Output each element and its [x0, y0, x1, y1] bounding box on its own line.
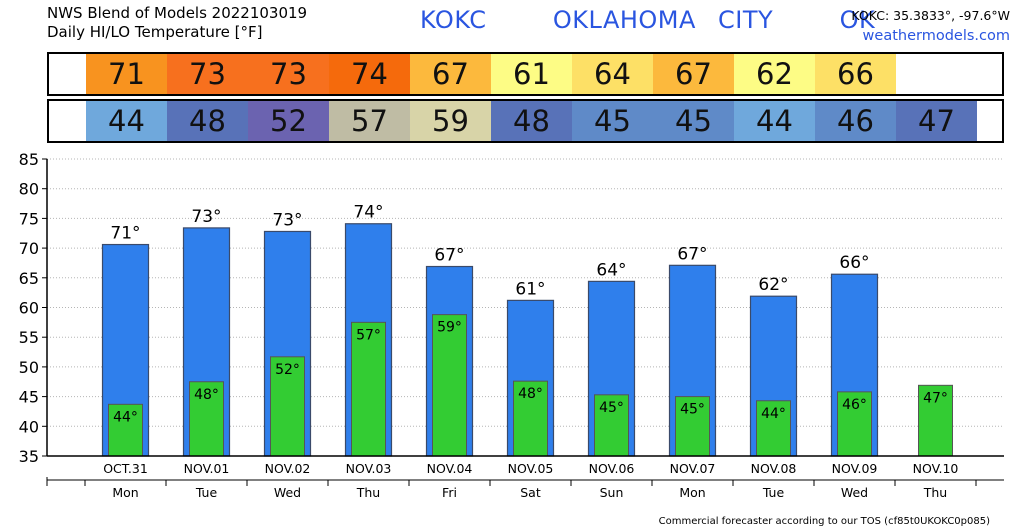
high-temp-label: 74° — [353, 203, 383, 223]
x-weekday-label: Tue — [195, 485, 218, 500]
x-weekday-label: Tue — [762, 485, 785, 500]
high-temp-label: 61° — [515, 279, 545, 299]
x-weekday-label: Sat — [520, 485, 541, 500]
hi_strip-cell: 74 — [329, 54, 410, 94]
lo_strip-cell: 52 — [248, 101, 329, 141]
low-temp-label: 47° — [923, 390, 948, 406]
product-title: Daily HI/LO Temperature [°F] — [47, 23, 263, 41]
lo_strip-cell: 45 — [653, 101, 734, 141]
high-temp-label: 67° — [677, 244, 707, 264]
low-temp-label: 46° — [842, 397, 867, 413]
high-temp-label: 62° — [758, 275, 788, 295]
x-weekday-label: Wed — [274, 485, 301, 500]
high-temp-label: 66° — [839, 253, 869, 273]
hi_strip-cell: 61 — [491, 54, 572, 94]
high-temp-label: 73° — [191, 207, 221, 227]
low-temp-label: 45° — [599, 400, 624, 416]
lo_strip-cell: 48 — [167, 101, 248, 141]
low-temp-bar — [108, 403, 143, 457]
x-date-label: NOV.01 — [184, 461, 230, 476]
y-tick-label: 40 — [19, 417, 39, 436]
y-tick-label: 35 — [19, 447, 39, 466]
low-temp-label: 59° — [437, 320, 462, 336]
header-left: NWS Blend of Models 2022103019 Daily HI/… — [47, 4, 307, 42]
high-temp-label: 71° — [110, 224, 140, 244]
x-weekday-label: Mon — [112, 485, 138, 500]
x-date-label: NOV.02 — [265, 461, 311, 476]
hi_strip-cell: 67 — [653, 54, 734, 94]
low-temp-bar — [918, 384, 953, 457]
low-temp-bar — [189, 381, 224, 457]
hi_strip-cell: 64 — [572, 54, 653, 94]
high-temp-label: 73° — [272, 210, 302, 230]
low-temp-label: 57° — [356, 327, 381, 343]
x-date-label: NOV.06 — [589, 461, 635, 476]
low-temp-label: 45° — [680, 402, 705, 418]
hi_strip-cell: 71 — [86, 54, 167, 94]
x-date-label: NOV.09 — [832, 461, 878, 476]
high-temp-label: 64° — [596, 260, 626, 280]
lo_strip-cell: 57 — [329, 101, 410, 141]
x-date-label: NOV.04 — [427, 461, 473, 476]
x-weekday-label: Wed — [841, 485, 868, 500]
x-weekday-label: Thu — [356, 485, 380, 500]
hi_strip-cell: 73 — [167, 54, 248, 94]
x-weekday-label: Thu — [923, 485, 947, 500]
lo_strip-cell: 59 — [410, 101, 491, 141]
station-title: KOKC OKLAHOMA CITY OK — [420, 6, 876, 34]
lo-temperature-strip: 44 48 52 57 59 48 45 45 44 46 47 — [47, 99, 1004, 143]
y-tick-label: 65 — [19, 269, 39, 288]
lo_strip-cell: 45 — [572, 101, 653, 141]
low-temp-label: 52° — [275, 362, 300, 378]
temperature-chart: 85 80 75 70 65 60 55 50 45 40 35 71° 44° OCT.31 Mon 73°… — [19, 150, 1004, 500]
x-weekday-label: Fri — [442, 485, 457, 500]
hi_strip-cell: 66 — [815, 54, 896, 94]
y-tick-label: 50 — [19, 358, 39, 377]
x-date-label: OCT.31 — [103, 461, 148, 476]
x-date-label: NOV.08 — [751, 461, 797, 476]
x-date-label: NOV.10 — [913, 461, 959, 476]
x-weekday-label: Sun — [600, 485, 624, 500]
x-date-label: NOV.07 — [670, 461, 716, 476]
station-coords: KOKC: 35.3833°, -97.6°W — [851, 8, 1010, 23]
low-temp-bar — [837, 391, 872, 457]
y-tick-label: 55 — [19, 328, 39, 347]
y-tick-label: 75 — [19, 209, 39, 228]
lo_strip-cell: 48 — [491, 101, 572, 141]
hi_strip-cell: 73 — [248, 54, 329, 94]
model-title: NWS Blend of Models 2022103019 — [47, 4, 308, 22]
x-date-label: NOV.03 — [346, 461, 392, 476]
site-link[interactable]: weathermodels.com — [862, 28, 1010, 44]
lo_strip-cell: 44 — [734, 101, 815, 141]
hi_strip-cell: 67 — [410, 54, 491, 94]
footer-note: Commercial forecaster according to our T… — [658, 516, 990, 527]
x-date-label: NOV.05 — [508, 461, 554, 476]
low-temp-bar — [351, 321, 386, 457]
low-temp-label: 48° — [194, 387, 219, 403]
low-temp-bar — [513, 380, 548, 457]
hi-temperature-strip: 71 73 73 74 67 61 64 67 62 66 — [47, 52, 1004, 96]
header-right: KOKC: 35.3833°, -97.6°W weathermodels.co… — [851, 6, 1010, 46]
y-tick-label: 70 — [19, 239, 39, 258]
lo_strip-cell: 44 — [86, 101, 167, 141]
low-temp-bar — [594, 394, 629, 457]
lo_strip-cell: 47 — [896, 101, 977, 141]
low-temp-label: 44° — [113, 409, 138, 425]
x-weekday-label: Mon — [679, 485, 705, 500]
low-temp-label: 44° — [761, 406, 786, 422]
y-tick-label: 85 — [19, 150, 39, 169]
hi_strip-cell: 62 — [734, 54, 815, 94]
lo_strip-cell: 46 — [815, 101, 896, 141]
y-tick-label: 45 — [19, 388, 39, 407]
low-temp-bar — [432, 314, 467, 457]
high-temp-label: 67° — [434, 246, 464, 266]
y-tick-label: 60 — [19, 299, 39, 318]
y-tick-label: 80 — [19, 180, 39, 199]
low-temp-label: 48° — [518, 386, 543, 402]
